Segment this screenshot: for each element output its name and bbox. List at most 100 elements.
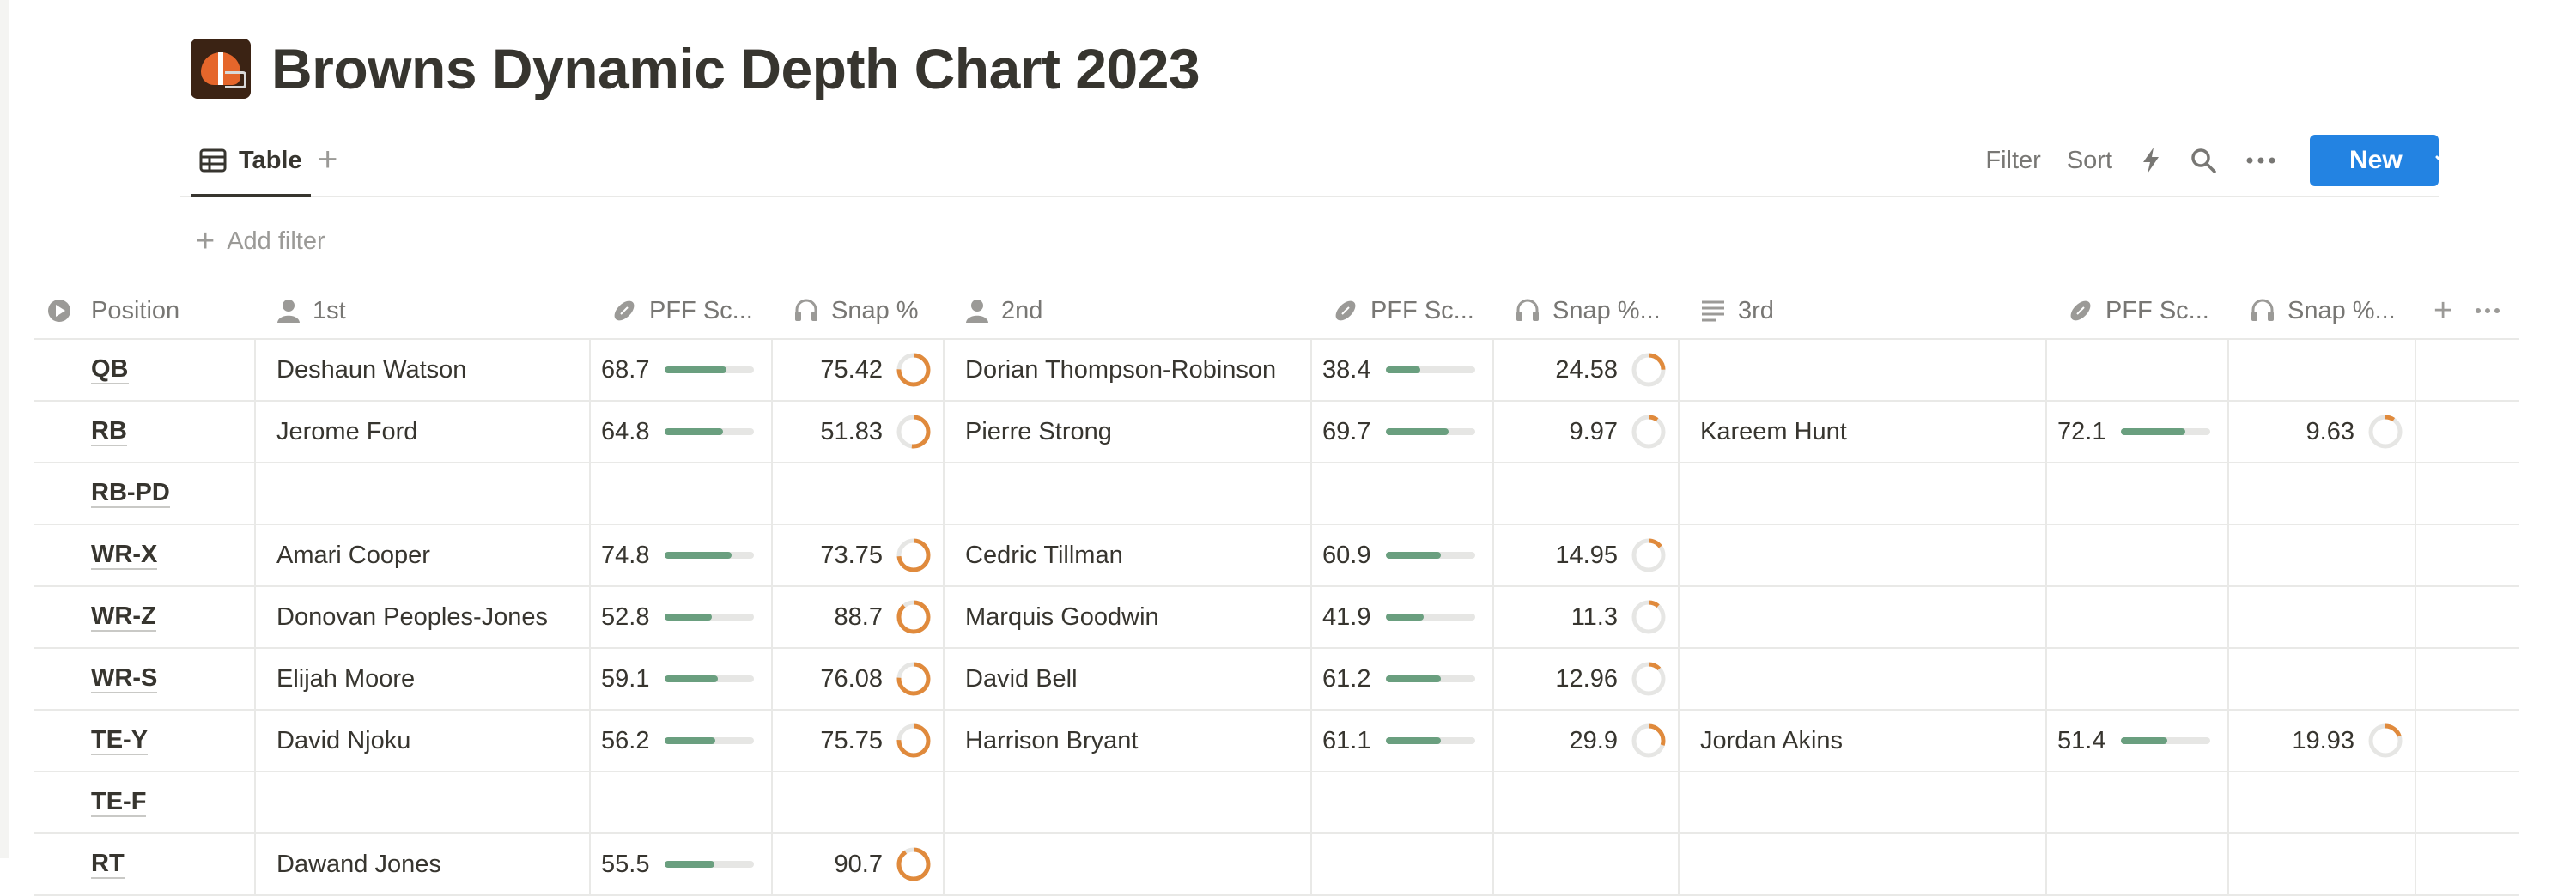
column-header-third[interactable]: 3rd <box>1680 283 2047 338</box>
table-row[interactable]: TE-Y David Njoku 56.2 75.75 Harrison Bryant 6… <box>34 711 2519 772</box>
cell-third[interactable] <box>1680 649 2047 709</box>
cell-third[interactable] <box>1680 463 2047 524</box>
cell-pff3[interactable]: 51.4 <box>2047 711 2229 771</box>
cell-pff1[interactable] <box>591 772 773 832</box>
position-link[interactable]: RT <box>91 850 125 879</box>
position-link[interactable]: RB-PD <box>91 479 170 508</box>
cell-pff2[interactable]: 61.1 <box>1312 711 1494 771</box>
add-filter-button[interactable]: + Add filter <box>196 225 325 257</box>
cell-pff1[interactable]: 68.7 <box>591 340 773 400</box>
cell-pff3[interactable] <box>2047 834 2229 894</box>
cell-second[interactable] <box>945 772 1312 832</box>
cell-pff1[interactable]: 64.8 <box>591 402 773 462</box>
column-header-snap2[interactable]: Snap %... <box>1494 283 1680 338</box>
table-row[interactable]: QB Deshaun Watson 68.7 75.42 Dorian Thompson… <box>34 340 2519 402</box>
cell-snap2[interactable]: 9.97 <box>1494 402 1680 462</box>
new-button[interactable]: New <box>2310 135 2451 186</box>
cell-third[interactable] <box>1680 525 2047 585</box>
table-row[interactable]: RT Dawand Jones 55.5 90.7 <box>34 834 2519 896</box>
position-link[interactable]: WR-S <box>91 664 158 693</box>
cell-snap2[interactable]: 29.9 <box>1494 711 1680 771</box>
table-row[interactable]: WR-Z Donovan Peoples-Jones 52.8 88.7 Marquis… <box>34 587 2519 649</box>
position-link[interactable]: QB <box>91 355 129 384</box>
cell-snap2[interactable]: 12.96 <box>1494 649 1680 709</box>
cell-snap3[interactable] <box>2229 340 2416 400</box>
cell-snap1[interactable]: 90.7 <box>773 834 945 894</box>
cell-snap1[interactable]: 51.83 <box>773 402 945 462</box>
cell-pff3[interactable] <box>2047 463 2229 524</box>
cell-pff3[interactable] <box>2047 649 2229 709</box>
cell-second[interactable]: Cedric Tillman <box>945 525 1312 585</box>
cell-snap2[interactable]: 14.95 <box>1494 525 1680 585</box>
cell-pff2[interactable]: 61.2 <box>1312 649 1494 709</box>
cell-position[interactable]: WR-S <box>34 649 256 709</box>
cell-snap1[interactable]: 88.7 <box>773 587 945 647</box>
cell-first[interactable]: Donovan Peoples-Jones <box>256 587 591 647</box>
cell-third[interactable]: Jordan Akins <box>1680 711 2047 771</box>
cell-position[interactable]: RT <box>34 834 256 894</box>
column-options-icon[interactable] <box>2475 307 2512 314</box>
cell-second[interactable] <box>945 463 1312 524</box>
cell-snap3[interactable] <box>2229 463 2416 524</box>
cell-first[interactable]: Jerome Ford <box>256 402 591 462</box>
cell-snap2[interactable] <box>1494 463 1680 524</box>
cell-first[interactable]: Dawand Jones <box>256 834 591 894</box>
cell-third[interactable] <box>1680 340 2047 400</box>
cell-snap2[interactable] <box>1494 834 1680 894</box>
search-icon[interactable] <box>2190 147 2217 174</box>
chevron-down-icon[interactable] <box>2432 149 2454 172</box>
table-row[interactable]: TE-F <box>34 772 2519 834</box>
table-row[interactable]: WR-S Elijah Moore 59.1 76.08 David Bell 61.2 1… <box>34 649 2519 711</box>
cell-first[interactable]: Amari Cooper <box>256 525 591 585</box>
cell-third[interactable] <box>1680 587 2047 647</box>
cell-pff2[interactable]: 69.7 <box>1312 402 1494 462</box>
cell-second[interactable]: Dorian Thompson-Robinson <box>945 340 1312 400</box>
cell-pff2[interactable]: 38.4 <box>1312 340 1494 400</box>
cell-second[interactable]: Harrison Bryant <box>945 711 1312 771</box>
position-link[interactable]: WR-Z <box>91 602 156 632</box>
cell-position[interactable]: TE-Y <box>34 711 256 771</box>
cell-second[interactable]: David Bell <box>945 649 1312 709</box>
cell-snap3[interactable] <box>2229 525 2416 585</box>
cell-pff3[interactable] <box>2047 525 2229 585</box>
table-row[interactable]: WR-X Amari Cooper 74.8 73.75 Cedric Tillman 6… <box>34 525 2519 587</box>
cell-snap1[interactable]: 76.08 <box>773 649 945 709</box>
cell-second[interactable]: Pierre Strong <box>945 402 1312 462</box>
sort-button[interactable]: Sort <box>2066 146 2112 174</box>
cell-pff1[interactable]: 59.1 <box>591 649 773 709</box>
position-link[interactable]: TE-Y <box>91 726 149 755</box>
cell-pff2[interactable] <box>1312 463 1494 524</box>
cell-snap1[interactable] <box>773 463 945 524</box>
column-header-snap1[interactable]: Snap % <box>773 283 945 338</box>
column-header-first[interactable]: 1st <box>256 283 591 338</box>
position-link[interactable]: TE-F <box>91 788 147 817</box>
cell-pff1[interactable]: 74.8 <box>591 525 773 585</box>
cell-snap3[interactable] <box>2229 587 2416 647</box>
cell-pff3[interactable]: 72.1 <box>2047 402 2229 462</box>
cell-pff2[interactable] <box>1312 834 1494 894</box>
cell-first[interactable] <box>256 772 591 832</box>
column-header-pff3[interactable]: PFF Sc... <box>2047 283 2229 338</box>
table-row[interactable]: RB Jerome Ford 64.8 51.83 Pierre Strong 69.7 9… <box>34 402 2519 463</box>
column-header-second[interactable]: 2nd <box>945 283 1312 338</box>
cell-pff2[interactable]: 41.9 <box>1312 587 1494 647</box>
cell-pff1[interactable] <box>591 463 773 524</box>
cell-position[interactable]: TE-F <box>34 772 256 832</box>
cell-third[interactable] <box>1680 834 2047 894</box>
cell-snap3[interactable]: 9.63 <box>2229 402 2416 462</box>
cell-second[interactable] <box>945 834 1312 894</box>
cell-position[interactable]: WR-X <box>34 525 256 585</box>
position-link[interactable]: RB <box>91 417 127 446</box>
cell-position[interactable]: WR-Z <box>34 587 256 647</box>
table-row[interactable]: RB-PD <box>34 463 2519 525</box>
cell-snap1[interactable]: 75.75 <box>773 711 945 771</box>
cell-snap3[interactable]: 19.93 <box>2229 711 2416 771</box>
column-header-pff2[interactable]: PFF Sc... <box>1312 283 1494 338</box>
cell-pff1[interactable]: 56.2 <box>591 711 773 771</box>
tab-table[interactable]: Table <box>191 127 311 197</box>
cell-second[interactable]: Marquis Goodwin <box>945 587 1312 647</box>
cell-pff3[interactable] <box>2047 587 2229 647</box>
cell-first[interactable]: Elijah Moore <box>256 649 591 709</box>
add-view-plus-icon[interactable]: + <box>318 141 338 179</box>
cell-pff2[interactable] <box>1312 772 1494 832</box>
